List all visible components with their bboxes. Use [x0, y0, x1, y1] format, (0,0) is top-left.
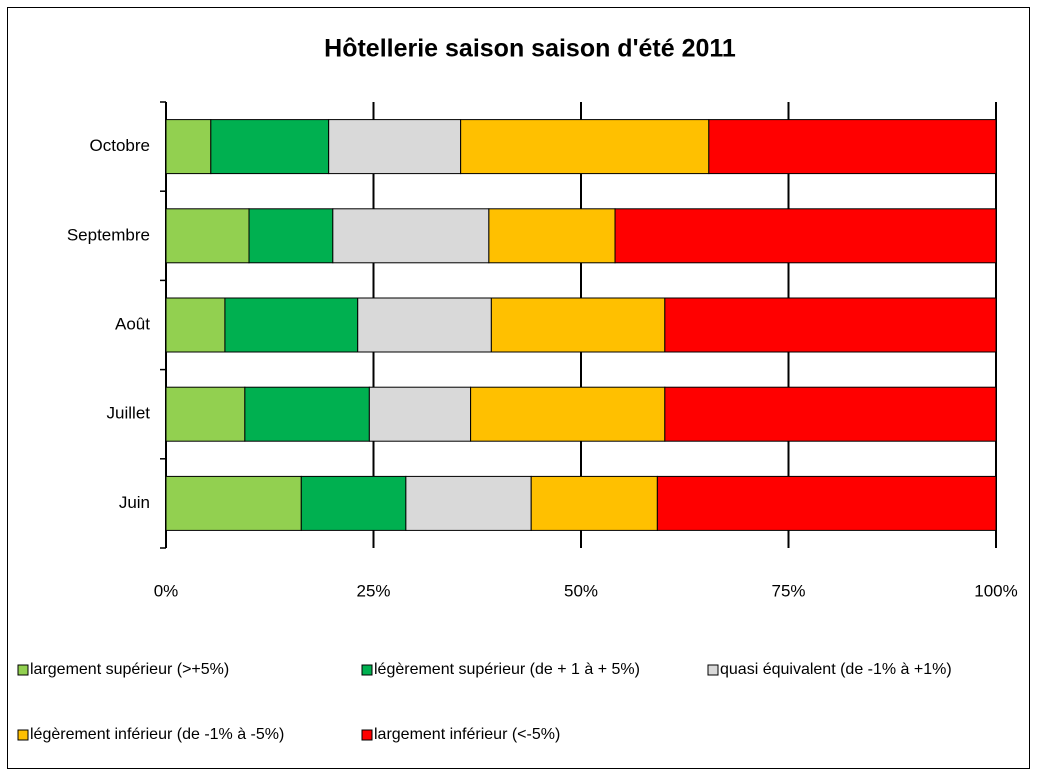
- bar-segment: [165, 297, 226, 353]
- bar-segment: [708, 119, 997, 175]
- bar-segment: [165, 386, 246, 442]
- bar-segment: [470, 386, 666, 442]
- y-tick-label: Juillet: [107, 404, 151, 423]
- bar-segment: [656, 475, 997, 531]
- bar-segment: [405, 475, 532, 531]
- bar-segment: [664, 297, 997, 353]
- chart-title: Hôtellerie saison saison d'été 2011: [324, 35, 736, 63]
- bar-segment: [165, 475, 302, 531]
- bar-segment: [300, 475, 407, 531]
- legend-swatch: [361, 664, 373, 676]
- y-tick-label: Août: [115, 314, 150, 333]
- bar-segment: [165, 208, 250, 264]
- legend-swatch: [17, 664, 29, 676]
- x-tick-label: 75%: [771, 581, 805, 600]
- bar-segment: [224, 297, 359, 353]
- legend-label: largement inférieur (<-5%): [374, 726, 560, 743]
- y-tick-label: Septembre: [67, 225, 150, 244]
- bar-segment: [210, 119, 330, 175]
- x-tick-label: 50%: [564, 581, 598, 600]
- legend-label: largement supérieur (>+5%): [30, 661, 229, 678]
- y-tick-label: Juin: [119, 493, 150, 512]
- bar-segment: [244, 386, 370, 442]
- bar-segment: [664, 386, 997, 442]
- bar-segment: [488, 208, 616, 264]
- legend-swatch: [361, 729, 373, 741]
- legend-label: légèrement inférieur (de -1% à -5%): [30, 726, 284, 743]
- legend-label: légèrement supérieur (de + 1 à + 5%): [374, 661, 640, 678]
- bar-segment: [490, 297, 666, 353]
- legend-swatch: [17, 729, 29, 741]
- x-tick-label: 100%: [974, 581, 1017, 600]
- bar-segment: [368, 386, 472, 442]
- bar-segment: [460, 119, 710, 175]
- bar-segment: [328, 119, 462, 175]
- legend-swatch: [707, 664, 719, 676]
- legend-label: quasi équivalent (de -1% à +1%): [720, 661, 952, 678]
- bar-segment: [614, 208, 997, 264]
- bar-segment: [357, 297, 492, 353]
- x-tick-label: 0%: [154, 581, 179, 600]
- bar-segment: [332, 208, 490, 264]
- bar-segment: [165, 119, 212, 175]
- bar-segment: [530, 475, 658, 531]
- bar-segment: [248, 208, 334, 264]
- x-tick-label: 25%: [356, 581, 390, 600]
- y-tick-label: Octobre: [90, 136, 150, 155]
